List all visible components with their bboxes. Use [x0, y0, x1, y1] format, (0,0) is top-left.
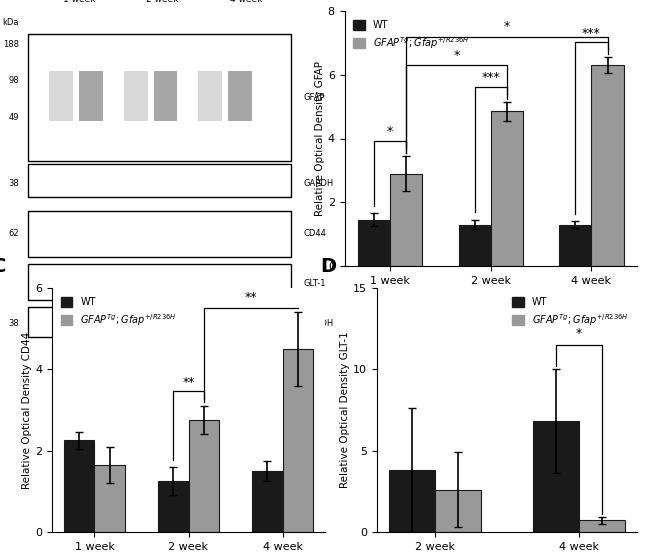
Text: **: ** — [182, 376, 195, 389]
Bar — [159, 481, 188, 532]
Text: *: * — [387, 125, 393, 138]
Text: 98: 98 — [8, 76, 19, 85]
Bar — [28, 34, 291, 161]
Text: CD44: CD44 — [303, 229, 326, 238]
Bar — [198, 71, 222, 121]
Text: C: C — [0, 257, 6, 276]
Bar — [28, 164, 291, 197]
Bar — [435, 490, 481, 532]
Bar — [153, 71, 177, 121]
Text: 1 week: 1 week — [62, 0, 95, 4]
Bar — [533, 422, 579, 532]
Y-axis label: Relative Optical Density GLT-1: Relative Optical Density GLT-1 — [341, 332, 350, 488]
Text: ***: *** — [582, 27, 601, 40]
Bar — [49, 71, 73, 121]
Y-axis label: Relative Optical Density GFAP: Relative Optical Density GFAP — [315, 61, 325, 216]
Bar — [252, 471, 283, 532]
Bar — [124, 71, 148, 121]
Bar — [390, 173, 422, 266]
Text: 4 week: 4 week — [230, 0, 263, 4]
Text: *: * — [576, 327, 582, 340]
Legend: WT, $GFAP^{Tg};Gfap^{+/R236H}$: WT, $GFAP^{Tg};Gfap^{+/R236H}$ — [508, 293, 632, 332]
Bar — [579, 520, 625, 532]
Text: **: ** — [244, 291, 257, 304]
Bar — [228, 71, 252, 121]
Text: 38: 38 — [8, 179, 19, 188]
Text: GAPDH: GAPDH — [303, 179, 333, 188]
Bar — [389, 470, 435, 532]
Text: GLT-1: GLT-1 — [303, 279, 326, 288]
Y-axis label: Relative Optical Density CD44: Relative Optical Density CD44 — [22, 331, 32, 489]
Bar — [79, 71, 103, 121]
Bar — [28, 264, 291, 300]
Text: *: * — [504, 20, 510, 33]
Text: 49: 49 — [8, 113, 19, 122]
Text: 38: 38 — [8, 319, 19, 328]
Bar — [28, 307, 291, 337]
Text: GAPDH: GAPDH — [303, 319, 333, 328]
Legend: WT, $GFAP^{Tg};Gfap^{+/R236H}$: WT, $GFAP^{Tg};Gfap^{+/R236H}$ — [57, 293, 181, 332]
Bar — [188, 420, 218, 532]
Text: kDa: kDa — [3, 18, 19, 27]
Text: 2 week: 2 week — [146, 0, 179, 4]
Text: GFAP: GFAP — [303, 93, 324, 102]
Bar — [592, 65, 624, 266]
Bar — [458, 224, 491, 266]
Text: ***: *** — [482, 71, 500, 84]
Text: A: A — [7, 0, 22, 1]
Bar — [283, 349, 313, 532]
Bar — [64, 440, 94, 532]
Bar — [28, 211, 291, 257]
Text: *: * — [454, 49, 460, 62]
Bar — [358, 220, 390, 266]
Legend: WT, $GFAP^{Tg};Gfap^{+/R236H}$: WT, $GFAP^{Tg};Gfap^{+/R236H}$ — [349, 16, 473, 55]
Bar — [559, 224, 592, 266]
Bar — [491, 111, 523, 266]
Text: 62: 62 — [8, 229, 19, 238]
Text: 188: 188 — [3, 40, 19, 49]
Text: D: D — [320, 257, 336, 276]
Bar — [94, 465, 125, 532]
